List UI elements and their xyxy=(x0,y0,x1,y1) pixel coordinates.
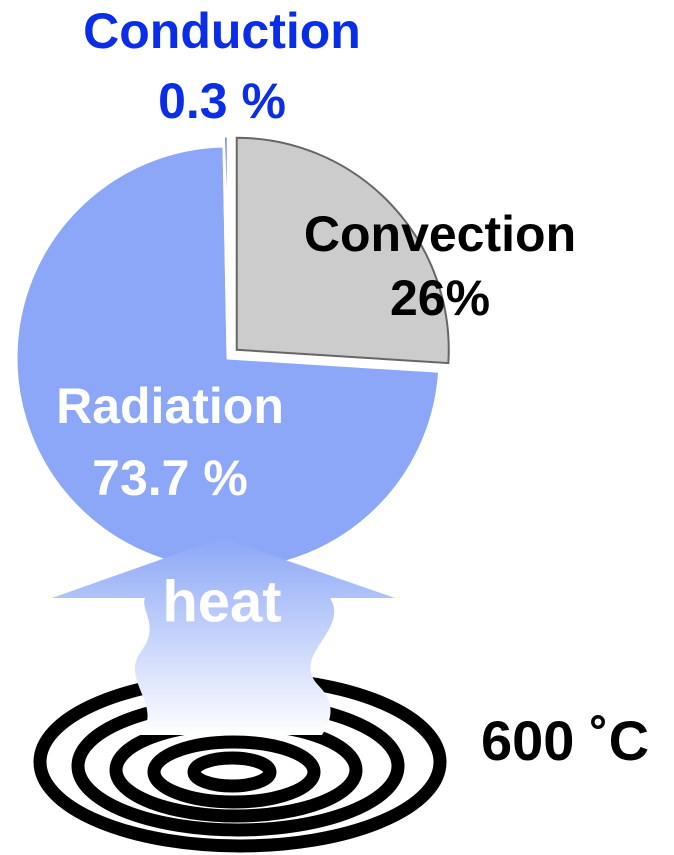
pie-slice xyxy=(14,144,442,572)
slice-value-label: 73.7 % xyxy=(92,450,248,506)
slice-label: Radiation xyxy=(56,378,284,434)
temperature-label: 600 ˚C xyxy=(481,709,649,772)
slice-label: Conduction xyxy=(83,3,361,59)
arrow-label: heat xyxy=(162,569,281,634)
slice-value-label: 26% xyxy=(390,270,490,326)
slice-label: Convection xyxy=(304,206,576,262)
pie xyxy=(14,134,450,572)
heat-arrow xyxy=(52,538,395,735)
slice-value-label: 0.3 % xyxy=(158,73,286,129)
pie-slice xyxy=(222,134,230,349)
pie-slice xyxy=(235,136,450,365)
coil xyxy=(147,735,321,809)
coil xyxy=(187,751,277,793)
